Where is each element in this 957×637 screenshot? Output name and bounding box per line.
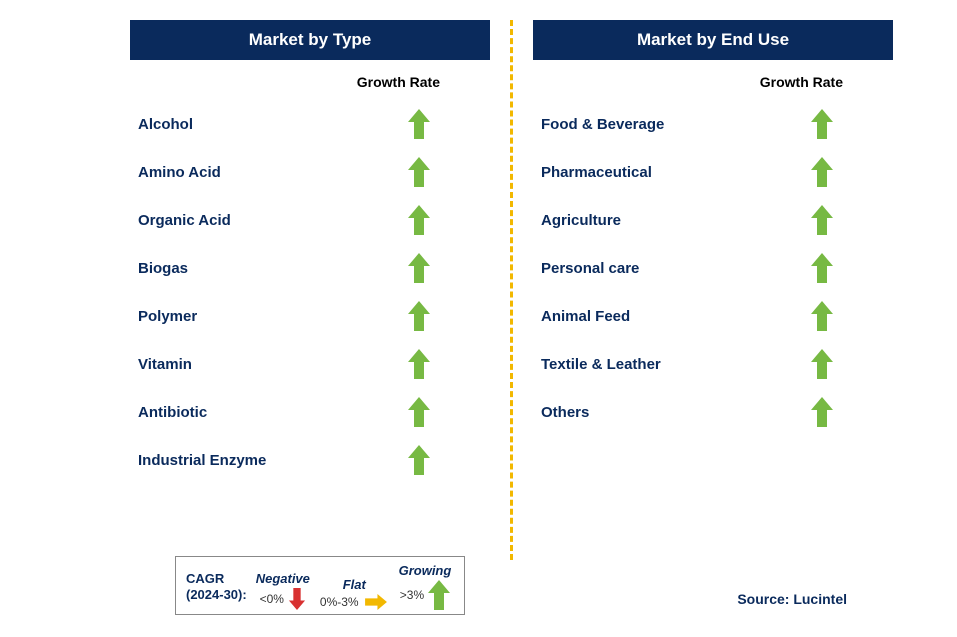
legend-item-label: Flat <box>343 577 366 592</box>
market-row: Animal Feed <box>533 292 893 340</box>
legend-item-bottom: <0% <box>260 588 306 610</box>
arrow-up-icon <box>408 253 430 283</box>
market-row: Food & Beverage <box>533 100 893 148</box>
market-row: Antibiotic <box>130 388 490 436</box>
legend-item-range: >3% <box>400 588 424 602</box>
arrow-up-icon <box>408 349 430 379</box>
chart-container: Market by Type Growth Rate Alcohol Amino… <box>0 0 957 560</box>
row-label: Antibiotic <box>138 404 207 421</box>
market-row: Others <box>533 388 893 436</box>
legend-item: Growing >3% <box>399 563 452 610</box>
row-label: Textile & Leather <box>541 356 661 373</box>
legend-item-bottom: 0%-3% <box>320 594 389 610</box>
legend-title-line2: (2024-30): <box>186 587 247 602</box>
market-row: Vitamin <box>130 340 490 388</box>
legend: CAGR (2024-30): Negative <0% Flat 0%-3% Gr… <box>175 556 465 615</box>
arrow-up-icon <box>408 205 430 235</box>
market-row: Pharmaceutical <box>533 148 893 196</box>
market-row: Amino Acid <box>130 148 490 196</box>
legend-item-bottom: >3% <box>400 580 450 610</box>
growth-arrow <box>408 157 430 187</box>
arrow-up-icon <box>811 157 833 187</box>
growth-arrow <box>408 445 430 475</box>
row-label: Organic Acid <box>138 212 231 229</box>
market-row: Polymer <box>130 292 490 340</box>
arrow-up-icon <box>811 253 833 283</box>
legend-item-range: <0% <box>260 592 284 606</box>
arrow-up-icon <box>428 580 450 610</box>
growth-arrow <box>811 109 833 139</box>
growth-arrow <box>408 205 430 235</box>
growth-arrow <box>811 301 833 331</box>
legend-arrow <box>288 588 306 610</box>
growth-arrow <box>811 205 833 235</box>
legend-item-range: 0%-3% <box>320 595 359 609</box>
panel-market-by-type: Market by Type Growth Rate Alcohol Amino… <box>130 20 490 560</box>
row-label: Agriculture <box>541 212 621 229</box>
row-label: Pharmaceutical <box>541 164 652 181</box>
row-label: Alcohol <box>138 116 193 133</box>
arrow-up-icon <box>408 397 430 427</box>
row-label: Amino Acid <box>138 164 221 181</box>
growth-arrow <box>408 301 430 331</box>
arrow-up-icon <box>811 397 833 427</box>
arrow-up-icon <box>408 157 430 187</box>
panel-header-right: Market by End Use <box>533 20 893 60</box>
arrow-up-icon <box>811 349 833 379</box>
market-row: Personal care <box>533 244 893 292</box>
growth-arrow <box>811 253 833 283</box>
growth-arrow <box>408 349 430 379</box>
vertical-divider <box>510 20 513 560</box>
growth-arrow <box>408 397 430 427</box>
row-label: Personal care <box>541 260 639 277</box>
row-label: Others <box>541 404 589 421</box>
row-label: Animal Feed <box>541 308 630 325</box>
arrow-up-icon <box>408 109 430 139</box>
panel-header-left: Market by Type <box>130 20 490 60</box>
legend-item: Negative <0% <box>256 571 310 610</box>
row-label: Food & Beverage <box>541 116 664 133</box>
arrow-right-icon <box>363 594 389 610</box>
growth-arrow <box>408 253 430 283</box>
panel-market-by-end-use: Market by End Use Growth Rate Food & Bev… <box>533 20 893 560</box>
growth-arrow <box>811 397 833 427</box>
row-label: Vitamin <box>138 356 192 373</box>
arrow-up-icon <box>811 301 833 331</box>
growth-arrow <box>408 109 430 139</box>
legend-item-label: Growing <box>399 563 452 578</box>
arrow-up-icon <box>408 301 430 331</box>
legend-item: Flat 0%-3% <box>320 577 389 610</box>
market-row: Industrial Enzyme <box>130 436 490 484</box>
legend-title: CAGR (2024-30): <box>186 571 247 602</box>
row-label: Polymer <box>138 308 197 325</box>
source-text: Source: Lucintel <box>737 591 847 607</box>
market-row: Textile & Leather <box>533 340 893 388</box>
row-label: Industrial Enzyme <box>138 452 266 469</box>
arrow-up-icon <box>811 109 833 139</box>
arrow-down-icon <box>288 588 306 610</box>
legend-items: Negative <0% Flat 0%-3% Growing >3% <box>253 563 455 610</box>
market-row: Biogas <box>130 244 490 292</box>
growth-arrow <box>811 349 833 379</box>
row-label: Biogas <box>138 260 188 277</box>
rows-left: Alcohol Amino Acid Organic Acid Biogas P… <box>130 100 490 484</box>
market-row: Organic Acid <box>130 196 490 244</box>
legend-arrow <box>428 580 450 610</box>
legend-item-label: Negative <box>256 571 310 586</box>
growth-rate-label-left: Growth Rate <box>130 74 490 90</box>
arrow-up-icon <box>408 445 430 475</box>
arrow-up-icon <box>811 205 833 235</box>
market-row: Alcohol <box>130 100 490 148</box>
legend-title-line1: CAGR <box>186 571 224 586</box>
rows-right: Food & Beverage Pharmaceutical Agricultu… <box>533 100 893 436</box>
market-row: Agriculture <box>533 196 893 244</box>
growth-arrow <box>811 157 833 187</box>
growth-rate-label-right: Growth Rate <box>533 74 893 90</box>
legend-arrow <box>363 594 389 610</box>
